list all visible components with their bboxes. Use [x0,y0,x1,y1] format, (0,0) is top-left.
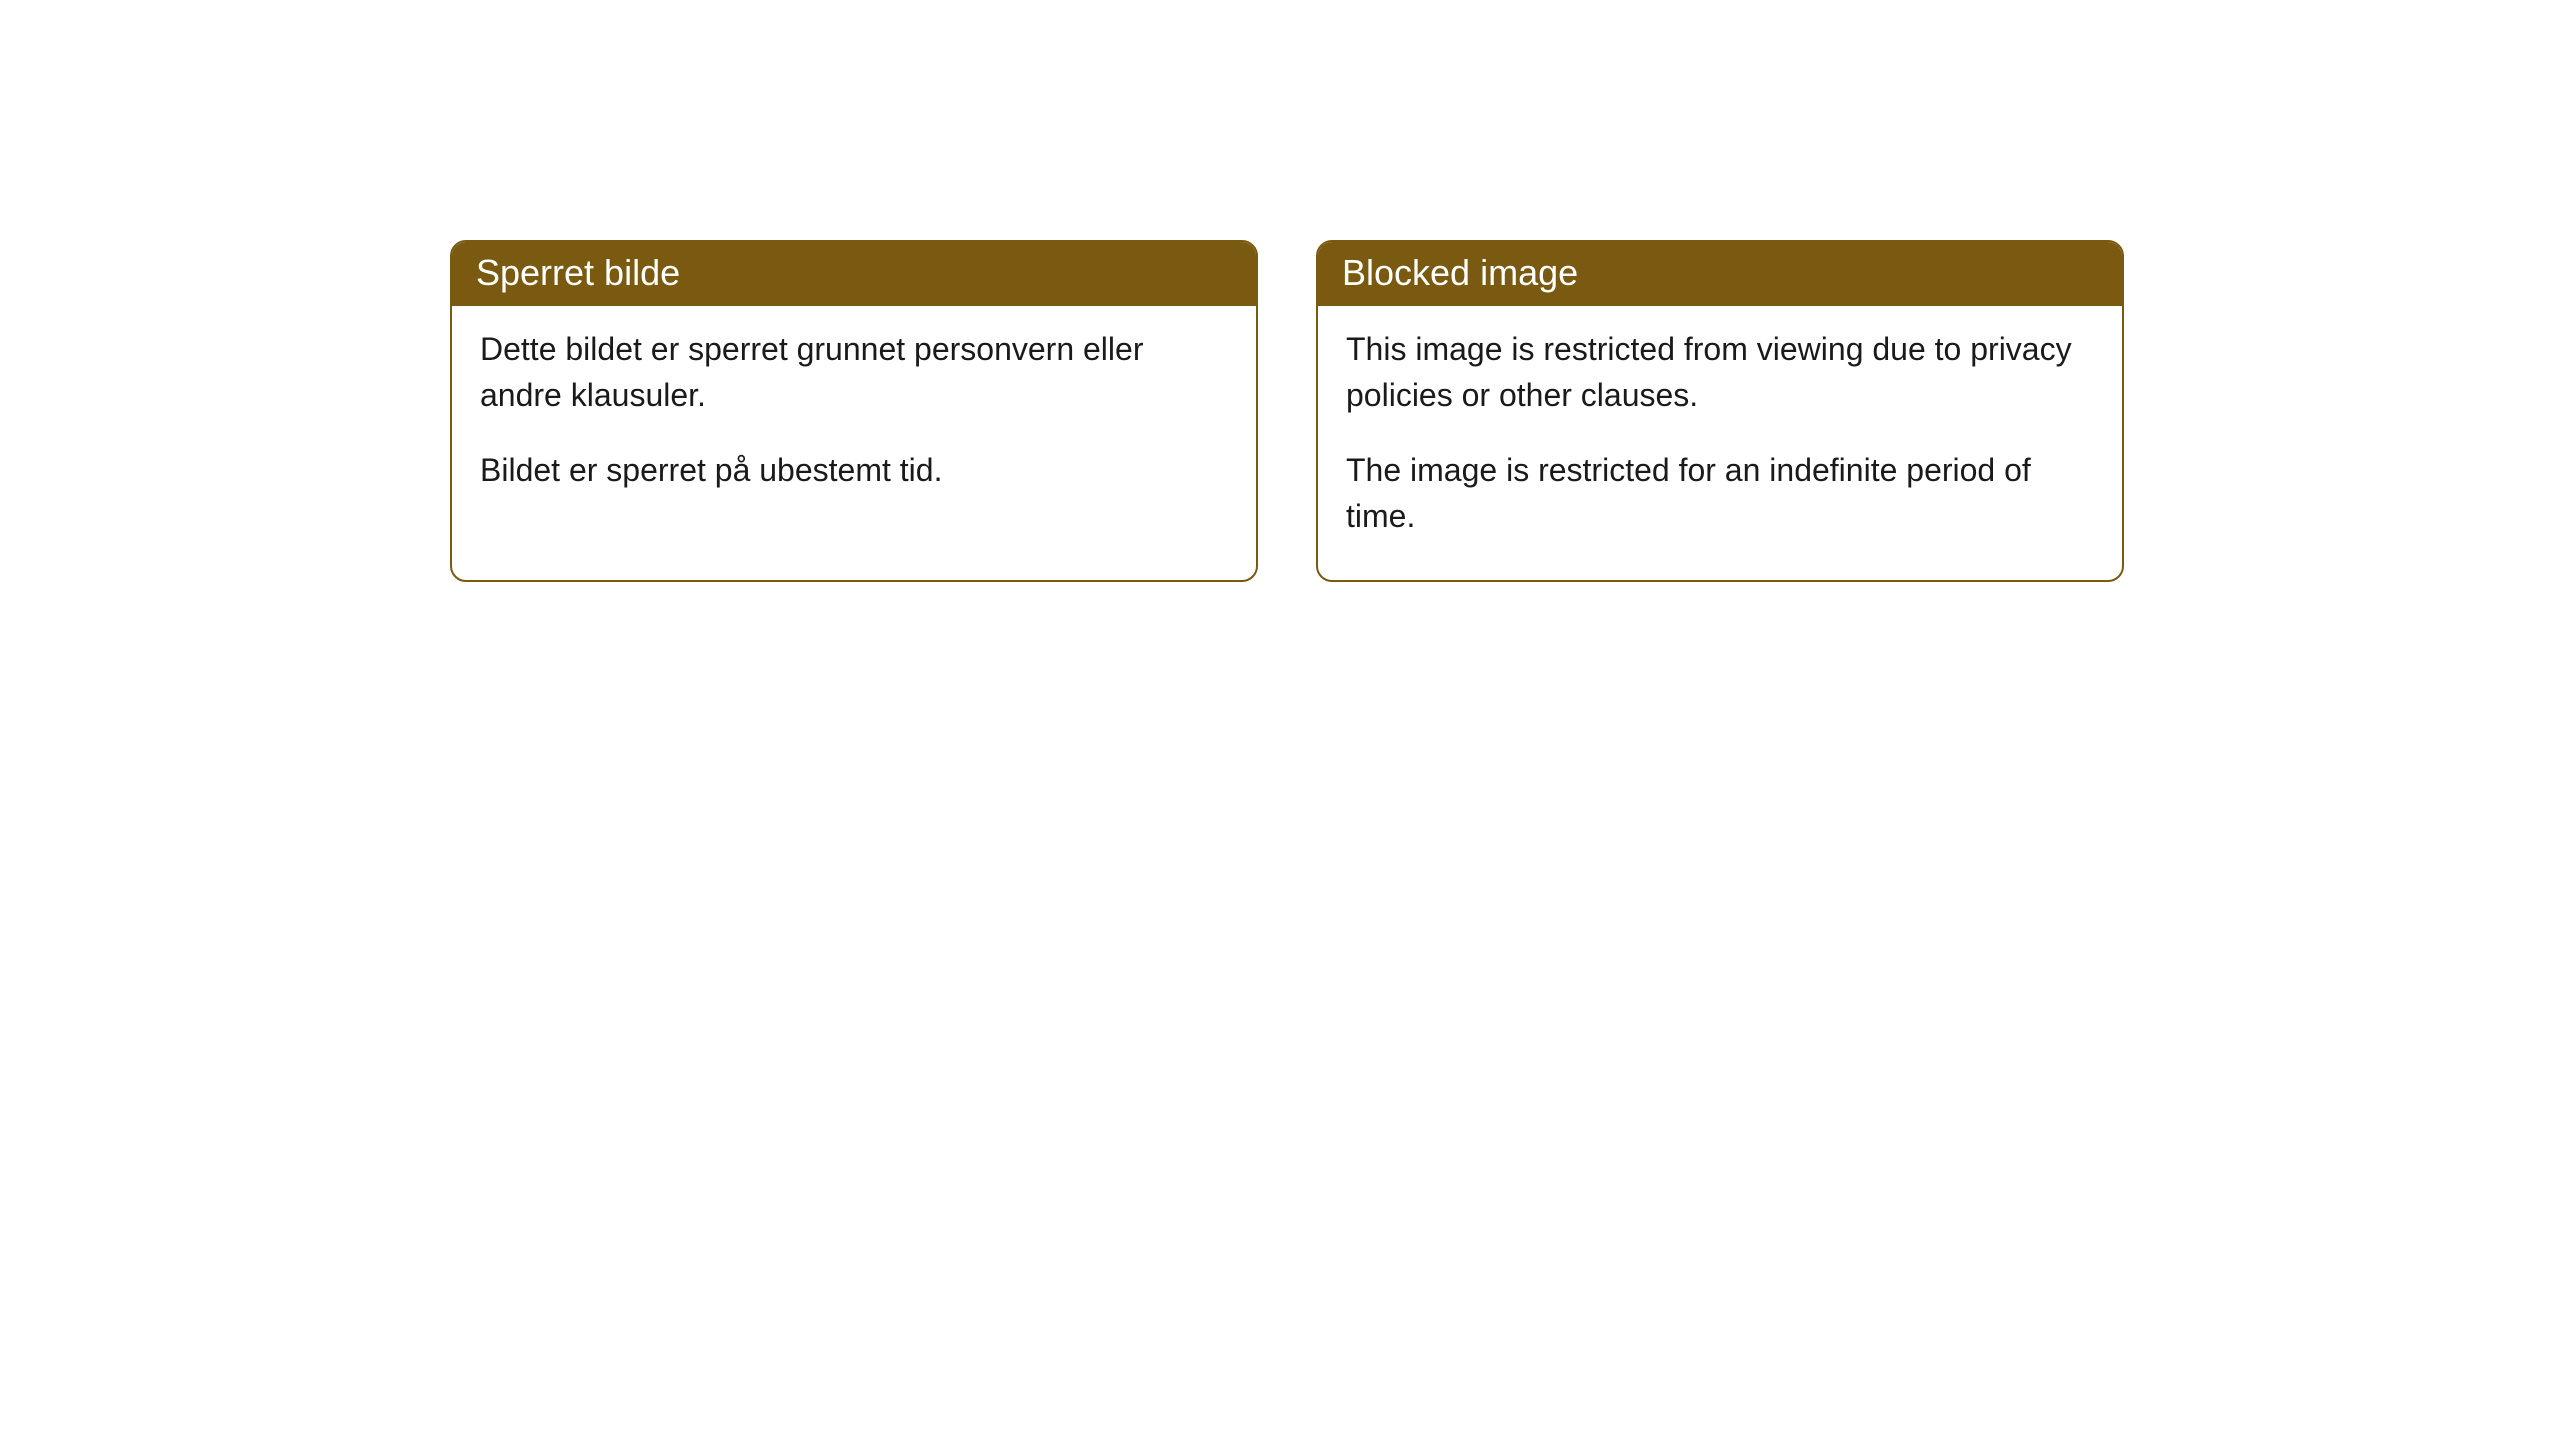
notice-paragraph: Bildet er sperret på ubestemt tid. [480,447,1228,493]
card-body: Dette bildet er sperret grunnet personve… [452,306,1256,533]
card-title: Sperret bilde [452,242,1256,306]
notice-paragraph: The image is restricted for an indefinit… [1346,447,2094,540]
card-title: Blocked image [1318,242,2122,306]
notice-paragraph: Dette bildet er sperret grunnet personve… [480,326,1228,419]
notice-card-norwegian: Sperret bilde Dette bildet er sperret gr… [450,240,1258,582]
notice-card-english: Blocked image This image is restricted f… [1316,240,2124,582]
notice-paragraph: This image is restricted from viewing du… [1346,326,2094,419]
notice-cards-container: Sperret bilde Dette bildet er sperret gr… [0,0,2560,582]
card-body: This image is restricted from viewing du… [1318,306,2122,580]
